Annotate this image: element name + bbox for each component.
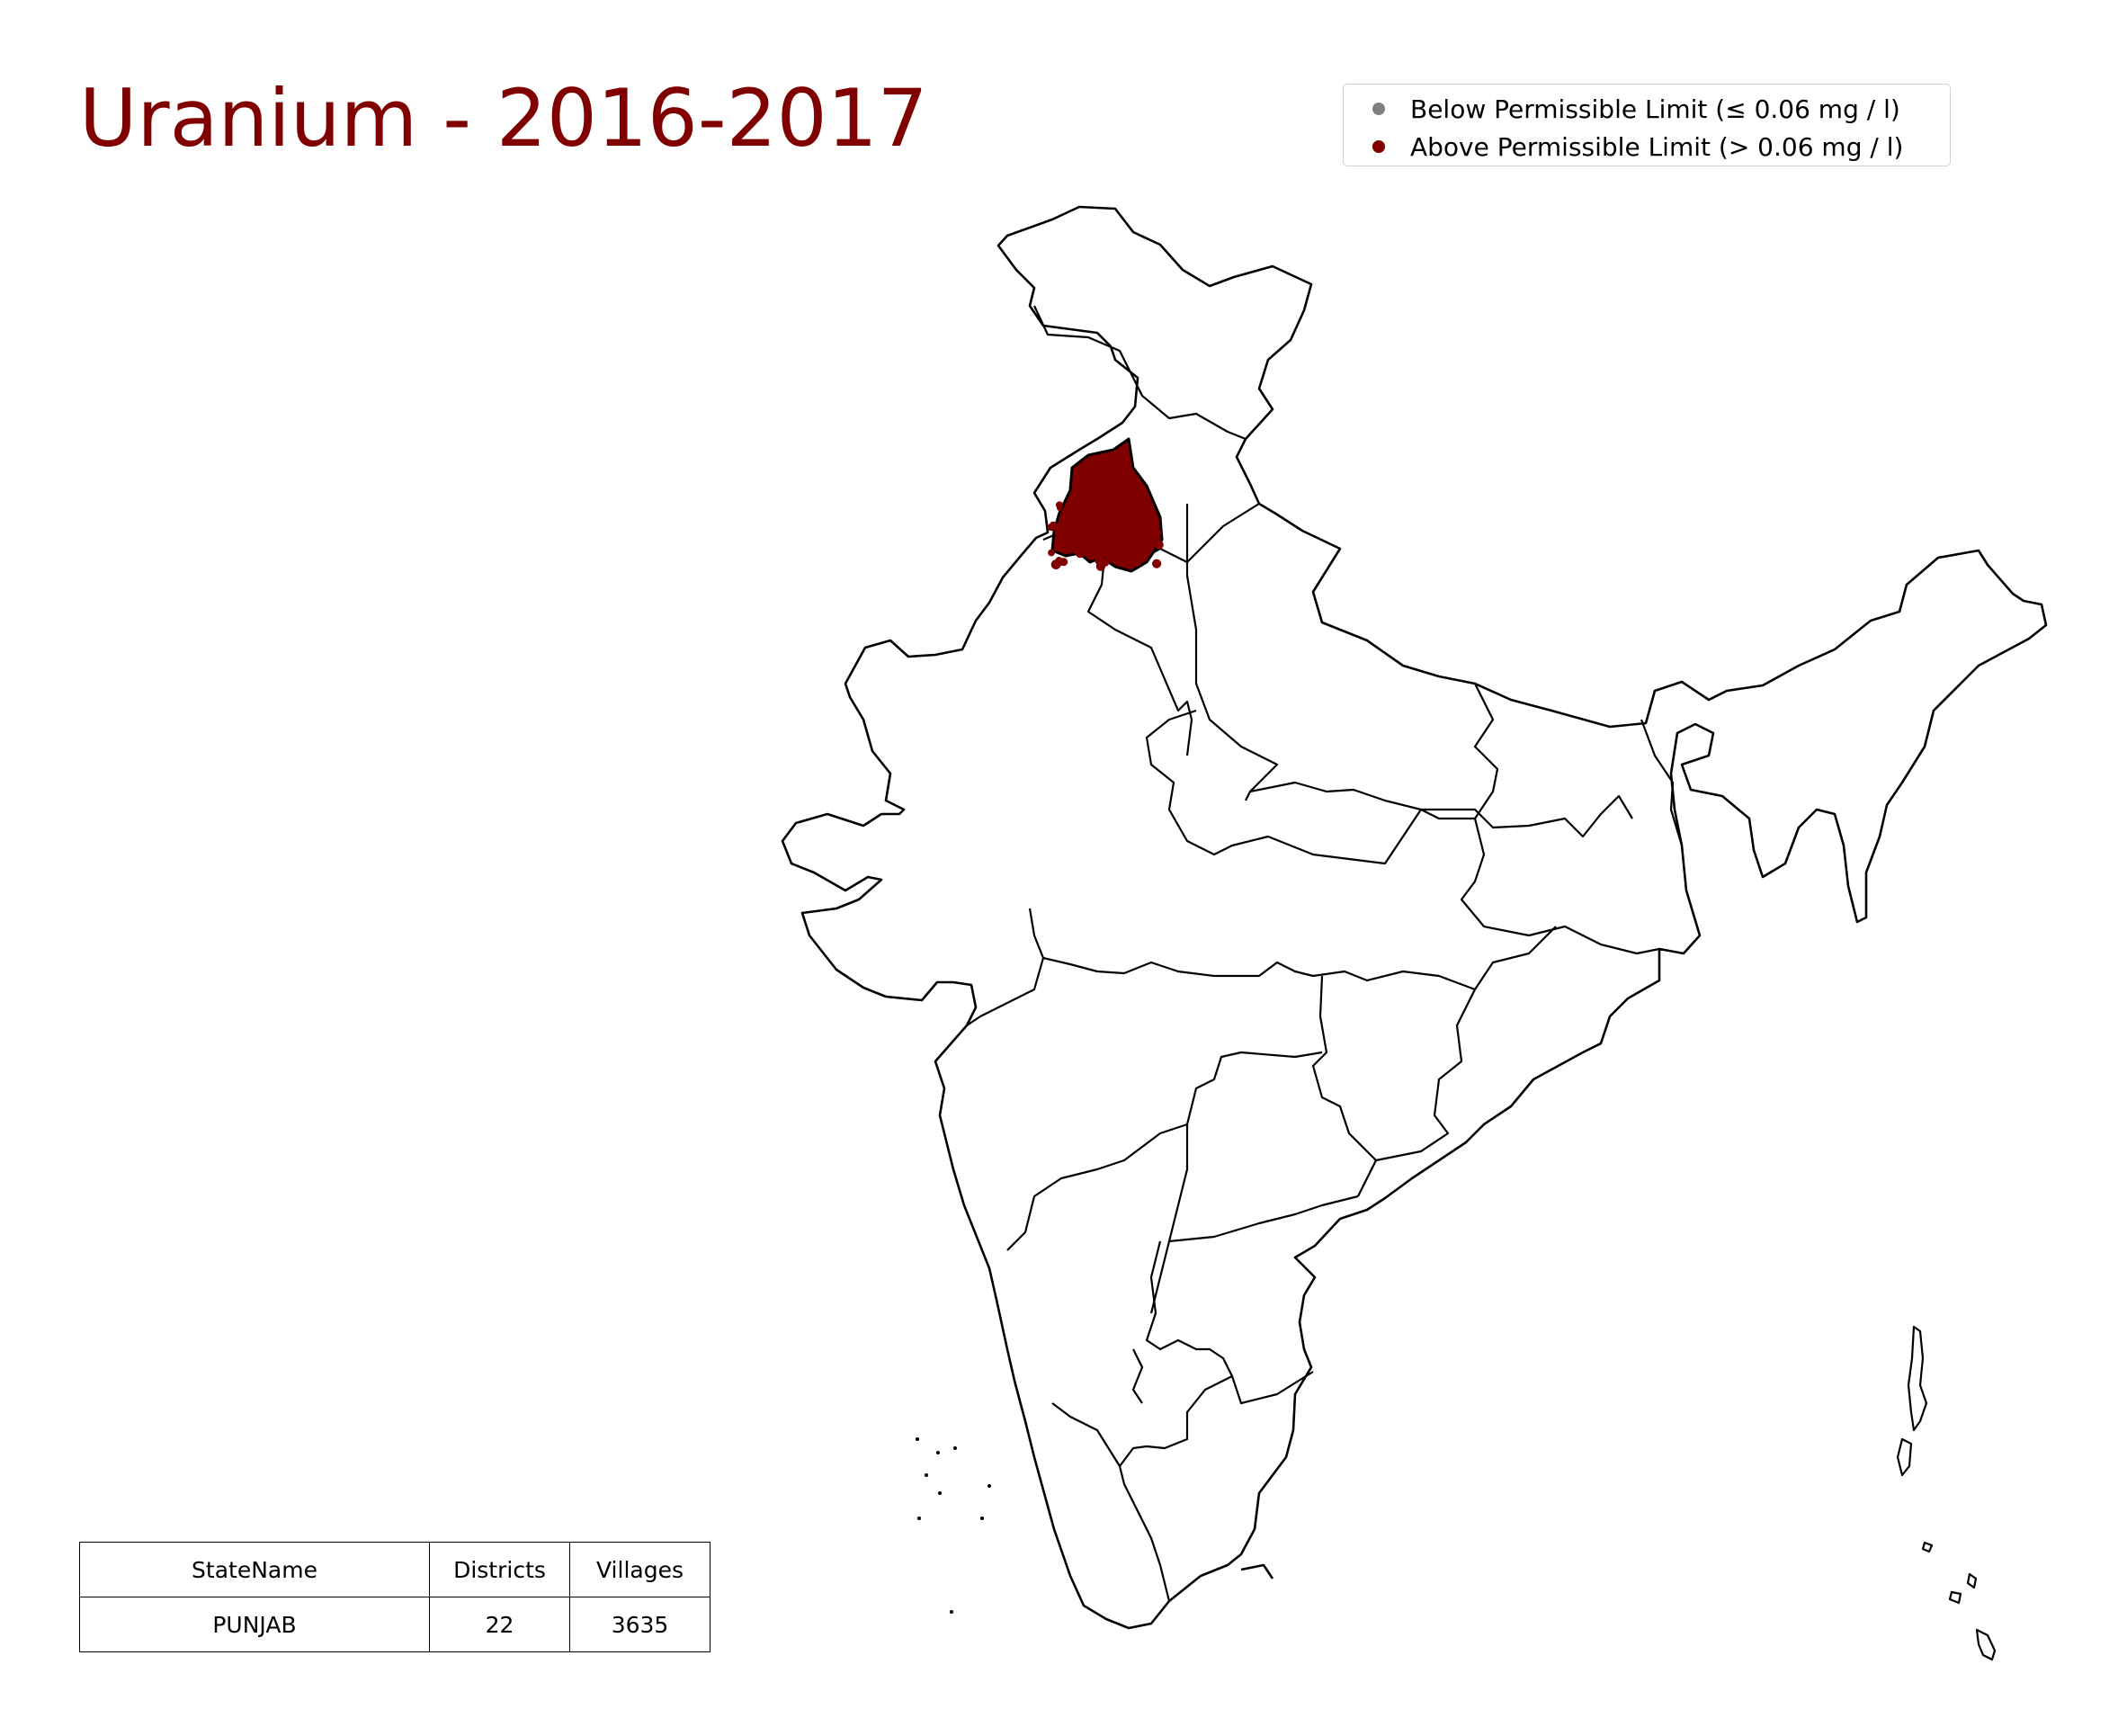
sample-point [1075, 549, 1086, 559]
sample-point [1133, 559, 1141, 568]
sample-point [1126, 521, 1137, 531]
sample-point [1048, 549, 1055, 557]
sample-point [1146, 534, 1154, 541]
table-cell-villages: 3635 [569, 1597, 710, 1652]
lakshadweep-islands [916, 1437, 991, 1614]
sample-point [1126, 541, 1132, 549]
sample-point [1063, 545, 1072, 554]
table-header-statename: StateName [79, 1542, 430, 1597]
sample-point [1095, 524, 1103, 532]
table-header-villages: Villages [569, 1542, 710, 1597]
sample-point [1073, 544, 1079, 550]
sample-point [1091, 543, 1100, 552]
sample-point [1122, 512, 1128, 518]
table-cell-districts: 22 [429, 1597, 570, 1652]
legend-label-above: Above Permissible Limit (> 0.06 mg / l) [1410, 131, 1904, 162]
coast-detail [1240, 1563, 1274, 1579]
sample-point [1139, 555, 1145, 561]
sample-point [1122, 519, 1127, 525]
sample-point [1112, 525, 1122, 534]
sample-point [1059, 558, 1068, 567]
punjab-sample-points [1047, 437, 1164, 573]
sample-point [1094, 504, 1104, 514]
legend-marker-above [1372, 140, 1385, 153]
state-borders [966, 305, 1684, 1602]
sample-point [1089, 511, 1097, 520]
sample-point [1151, 521, 1159, 529]
sample-point [1063, 512, 1068, 517]
andaman-nicobar-islands [1896, 1325, 1997, 1661]
legend-item-above: Above Permissible Limit (> 0.06 mg / l) [1344, 128, 1950, 166]
sample-point [1120, 557, 1126, 563]
sample-point [1052, 523, 1060, 532]
sample-point [1095, 556, 1104, 566]
sample-point [1152, 559, 1162, 568]
table-header-districts: Districts [429, 1542, 570, 1597]
sample-point [1092, 532, 1101, 541]
sample-point [1091, 517, 1100, 527]
sample-point [1059, 531, 1067, 539]
sample-point [1129, 550, 1137, 559]
sample-point [1102, 537, 1107, 543]
sample-point [1108, 542, 1115, 550]
sample-point [1057, 505, 1063, 512]
table-header-row: StateName Districts Villages [79, 1542, 710, 1597]
legend-marker-below [1372, 103, 1385, 115]
sample-point [1146, 518, 1151, 523]
table-row: PUNJAB 22 3635 [79, 1597, 710, 1652]
sample-point [1100, 527, 1110, 537]
sample-point [1079, 501, 1088, 510]
sample-point [1153, 534, 1158, 540]
sample-point [1156, 529, 1162, 536]
sample-point [1071, 518, 1080, 528]
table-cell-statename: PUNJAB [79, 1597, 430, 1652]
legend-item-below: Below Permissible Limit (≤ 0.06 mg / l) [1344, 90, 1950, 128]
india-outline [781, 205, 2048, 1630]
sample-point [1139, 512, 1144, 517]
summary-table: StateName Districts Villages PUNJAB 22 3… [79, 1542, 710, 1652]
sample-point [1105, 522, 1111, 527]
legend: Below Permissible Limit (≤ 0.06 mg / l) … [1343, 84, 1951, 166]
sample-point [1109, 532, 1115, 539]
map-title: Uranium - 2016-2017 [79, 72, 928, 165]
sample-point [1156, 543, 1162, 550]
legend-label-below: Below Permissible Limit (≤ 0.06 mg / l) [1410, 94, 1900, 124]
sample-point [1115, 506, 1122, 513]
